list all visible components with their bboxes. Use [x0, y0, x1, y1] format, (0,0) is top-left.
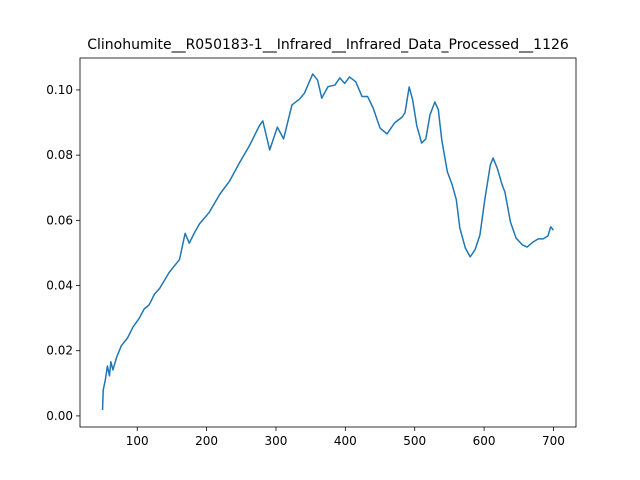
chart-title: Clinohumite__R050183-1__Infrared__Infrar… [87, 37, 569, 53]
y-tick-label: 0.00 [46, 409, 73, 423]
x-tick-label: 400 [334, 434, 357, 448]
y-tick-label: 0.08 [46, 148, 73, 162]
data-line [101, 73, 555, 411]
x-tick-label: 300 [265, 434, 288, 448]
x-tick-label: 100 [126, 434, 149, 448]
x-tick-label: 600 [473, 434, 496, 448]
y-tick-label: 0.10 [46, 83, 73, 97]
x-tick-label: 700 [542, 434, 565, 448]
y-tick-label: 0.06 [46, 213, 73, 227]
x-tick-label: 500 [403, 434, 426, 448]
y-tick-label: 0.02 [46, 344, 73, 358]
plot-frame [79, 57, 577, 428]
x-tick-label: 200 [195, 434, 218, 448]
y-tick-label: 0.04 [46, 279, 73, 293]
